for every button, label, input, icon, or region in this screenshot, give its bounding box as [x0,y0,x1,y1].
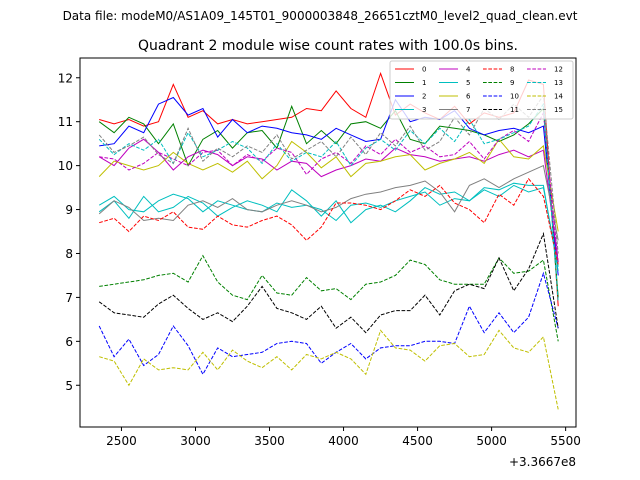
x-offset-label: +3.3667e8 [509,455,576,469]
legend-label: 15 [554,106,563,114]
series-layer [98,71,559,410]
chart-title: Quadrant 2 module wise count rates with … [138,38,518,54]
plot-frame [79,57,577,428]
x-tick-label: 4000 [328,434,359,448]
series-line-7 [98,164,559,241]
legend-label: 7 [466,106,470,114]
series-line-12 [99,111,559,263]
series-line-14 [99,329,559,410]
y-tick-label: 7 [65,291,73,305]
x-tick-label: 5500 [550,434,581,448]
y-tick-label: 9 [65,203,73,217]
series-line-10 [98,271,559,376]
legend-label: 12 [554,66,563,74]
legend-frame [389,60,574,120]
series-line-4 [98,138,559,263]
series-line-9 [99,254,559,342]
y-tick-label: 12 [58,71,73,85]
y-tick-label: 6 [65,335,73,349]
y-tick-label: 8 [65,247,73,261]
x-axis: 2500 3000 3500 4000 4500 5000 5500 [106,427,581,448]
legend-label: 3 [422,106,426,114]
x-tick-label: 4500 [402,434,433,448]
legend-label: 2 [422,93,426,101]
legend-label: 14 [554,93,563,101]
legend-label: 11 [510,106,519,114]
legend-label: 8 [510,66,514,74]
legend-label: 13 [554,79,563,87]
suptitle: Data file: modeM0/AS1A09_145T01_90000038… [63,9,578,23]
series-line-5 [98,184,559,267]
legend-label: 5 [466,79,470,87]
y-tick-label: 5 [65,379,73,393]
y-tick-label: 11 [58,115,73,129]
legend-label: 9 [510,79,514,87]
legend-label: 4 [466,66,471,74]
y-axis: 5 6 7 8 9 10 11 12 [58,71,80,393]
series-line-6 [98,138,559,232]
series-line-2 [99,96,559,276]
legend-label: 1 [422,79,426,87]
x-tick-label: 5000 [476,434,507,448]
y-tick-label: 10 [58,159,73,173]
series-line-8 [99,177,559,265]
legend-label: 6 [466,93,471,101]
x-tick-label: 3500 [254,434,285,448]
x-tick-label: 2500 [106,434,137,448]
series-line-11 [98,231,559,334]
legend-label: 0 [422,66,426,74]
legend-label: 10 [510,93,519,101]
x-tick-label: 3000 [180,434,211,448]
